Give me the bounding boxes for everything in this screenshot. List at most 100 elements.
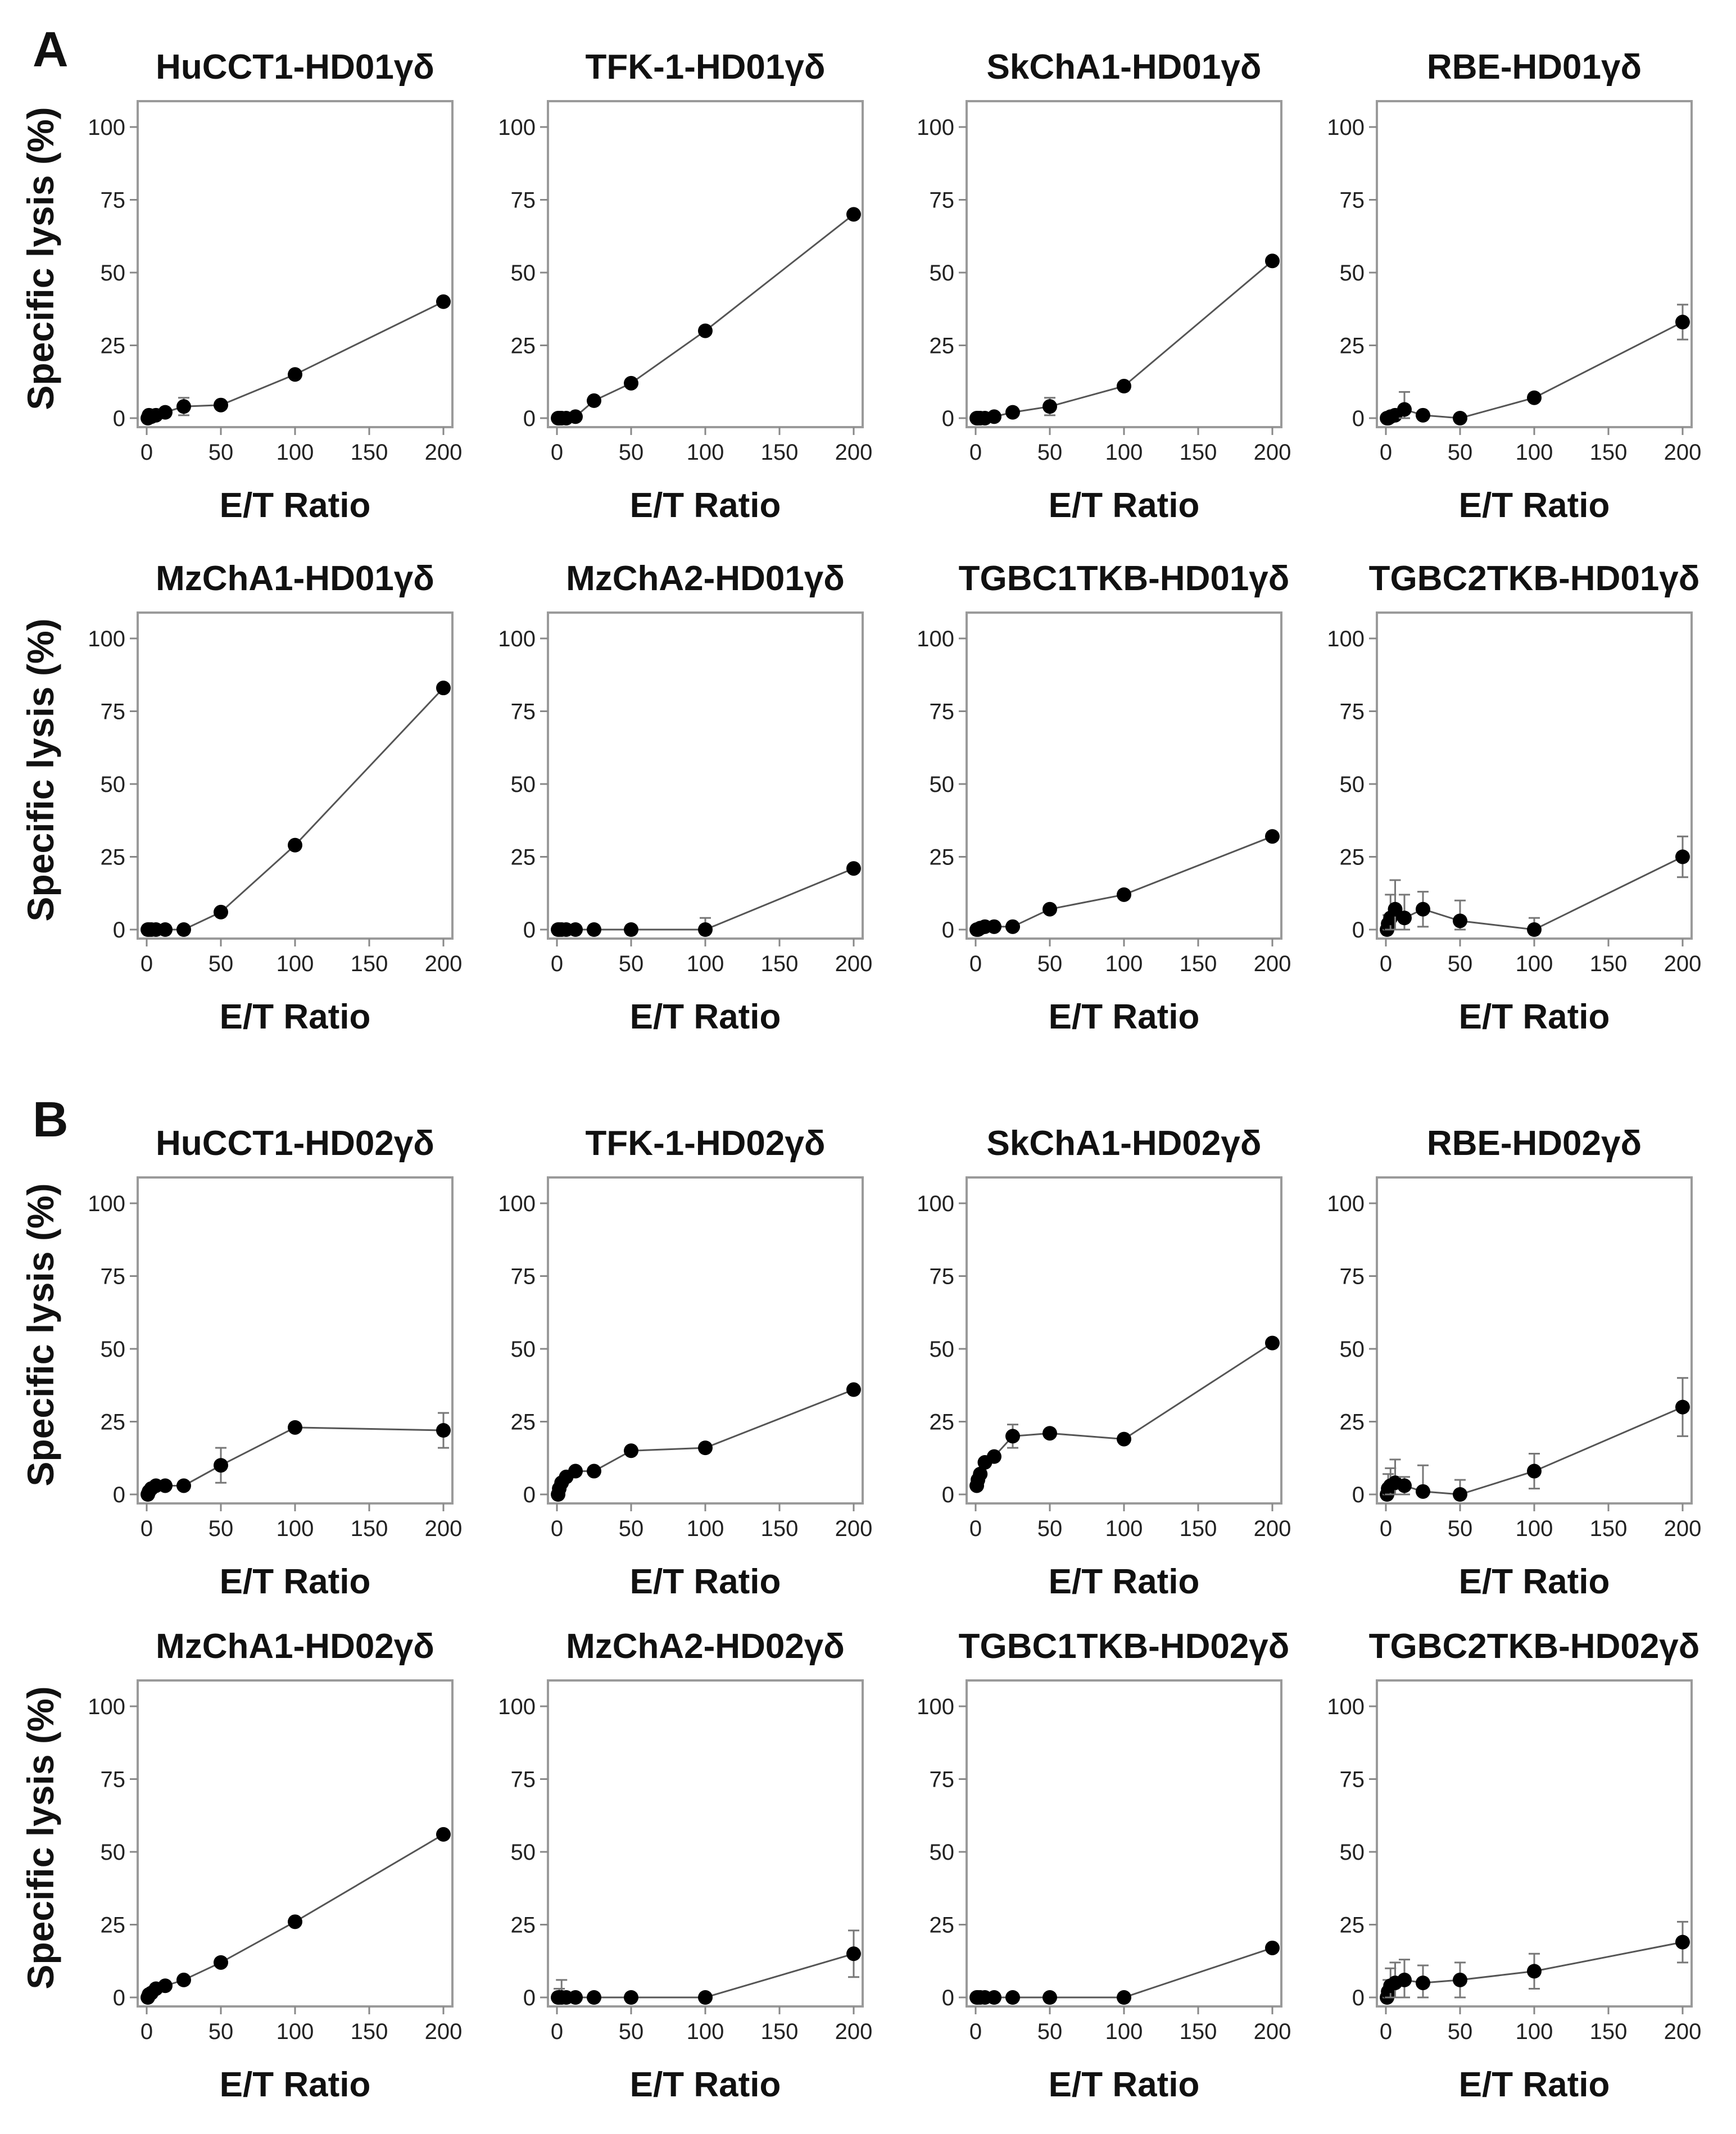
y-tick-label: 0 (942, 406, 954, 431)
y-tick-label: 0 (523, 918, 536, 943)
data-point (214, 904, 228, 919)
y-tick-label: 50 (1340, 1337, 1365, 1362)
y-tick-label: 25 (1340, 845, 1365, 870)
chart-2: SkChA1-HD01γδ 0 25 50 75 100 0 50 100 150 200 E/T R… (917, 48, 1291, 525)
plot-frame (547, 100, 864, 428)
chart-3: RBE-HD01γδ 0 25 50 75 100 0 50 100 150 200 E/T Rati… (1327, 48, 1701, 525)
chart-12: MzChA1-HD02γδ 0 25 50 75 100 0 50 100 150 200 E/T R… (20, 1627, 462, 2104)
y-tick-label: 100 (917, 1191, 954, 1216)
y-tick-label: 75 (1340, 1768, 1365, 1792)
data-point (624, 375, 638, 391)
data-point (214, 1955, 228, 1970)
data-point (158, 405, 173, 420)
y-tick-label: 0 (1352, 1986, 1365, 2010)
y-tick-label: 50 (1340, 1840, 1365, 1865)
data-point (1527, 1464, 1542, 1479)
x-tick-label: 50 (1037, 2019, 1063, 2044)
data-point (1453, 1972, 1467, 1987)
series-line (976, 1342, 1273, 1486)
y-tick-label: 25 (511, 845, 536, 870)
y-tick-label: 0 (1352, 406, 1365, 431)
y-tick-label: 50 (101, 1840, 126, 1865)
y-tick-label: 0 (113, 406, 125, 431)
y-tick-label: 25 (930, 1913, 955, 1938)
x-tick-label: 200 (1664, 440, 1702, 465)
data-point (1005, 405, 1020, 420)
y-tick-label: 25 (101, 1410, 126, 1435)
x-tick-label: 200 (425, 440, 463, 465)
data-point (1005, 1990, 1020, 2005)
chart-title: MzChA1-HD01γδ (156, 559, 434, 598)
y-tick-label: 25 (1340, 334, 1365, 359)
x-tick-label: 50 (208, 440, 234, 465)
chart-title: MzChA2-HD02γδ (566, 1627, 845, 1666)
data-point (1675, 849, 1690, 864)
x-tick-label: 200 (425, 1516, 463, 1541)
y-axis-label: Specific lysis (%) (20, 618, 61, 921)
data-point (987, 1990, 1001, 2005)
y-tick-label: 75 (930, 700, 955, 724)
y-tick-label: 50 (101, 772, 126, 797)
y-tick-label: 50 (930, 772, 955, 797)
y-tick-label: 0 (523, 1986, 536, 2010)
x-tick-label: 100 (277, 440, 314, 465)
x-tick-label: 50 (1448, 1516, 1473, 1541)
data-point (568, 1990, 583, 2005)
y-tick-label: 100 (1327, 1191, 1365, 1216)
data-point (973, 1466, 988, 1481)
x-tick-label: 100 (277, 2019, 314, 2044)
x-tick-label: 0 (969, 952, 982, 976)
x-axis-label: E/T Ratio (220, 2065, 371, 2104)
y-tick-label: 50 (930, 1840, 955, 1865)
data-point (1416, 1976, 1430, 1991)
data-point (1005, 1429, 1020, 1444)
y-tick-label: 75 (101, 1265, 126, 1289)
x-axis-label: E/T Ratio (630, 2065, 781, 2104)
x-tick-label: 100 (277, 1516, 314, 1541)
data-point (1397, 402, 1412, 417)
data-point (214, 1458, 228, 1473)
y-tick-label: 100 (498, 1694, 536, 1719)
x-tick-label: 0 (551, 2019, 563, 2044)
data-point (1117, 887, 1131, 902)
chart-14: TGBC1TKB-HD02γδ 0 25 50 75 100 0 50 100 150 200 E/T… (917, 1627, 1291, 2104)
x-tick-label: 150 (351, 440, 388, 465)
data-point (846, 207, 861, 222)
x-tick-label: 0 (1380, 2019, 1392, 2044)
data-point (1416, 901, 1430, 917)
y-tick-label: 100 (917, 1694, 954, 1719)
data-point (698, 1440, 713, 1456)
data-point (846, 1946, 861, 1961)
x-axis-label: E/T Ratio (220, 486, 371, 525)
x-tick-label: 100 (1516, 1516, 1553, 1541)
data-point (987, 919, 1001, 934)
chart-7: TGBC2TKB-HD01γδ 0 25 50 75 100 0 50 100 150 200 E/T… (1327, 559, 1701, 1036)
y-tick-label: 75 (511, 188, 536, 213)
x-tick-label: 0 (551, 440, 563, 465)
y-tick-label: 50 (101, 261, 126, 286)
data-point (624, 922, 638, 937)
x-tick-label: 150 (1590, 440, 1628, 465)
data-point (176, 922, 191, 937)
plot-frame (547, 611, 864, 940)
x-tick-label: 0 (140, 440, 153, 465)
y-tick-label: 0 (1352, 918, 1365, 943)
data-point (1042, 901, 1057, 917)
y-tick-label: 0 (113, 1483, 125, 1507)
data-point (288, 367, 302, 382)
data-point (1117, 379, 1131, 394)
x-tick-label: 150 (1590, 952, 1628, 976)
series-line (147, 1426, 444, 1495)
x-tick-label: 0 (140, 2019, 153, 2044)
data-point (1453, 1487, 1467, 1502)
x-tick-label: 50 (1448, 952, 1473, 976)
chart-title: SkChA1-HD02γδ (987, 1124, 1262, 1163)
y-tick-label: 50 (511, 1337, 536, 1362)
chart-title: TFK-1-HD01γδ (586, 48, 826, 87)
y-tick-label: 25 (930, 845, 955, 870)
data-point (1397, 1478, 1412, 1493)
x-tick-label: 50 (208, 1516, 234, 1541)
x-tick-label: 0 (551, 952, 563, 976)
y-tick-label: 50 (930, 261, 955, 286)
